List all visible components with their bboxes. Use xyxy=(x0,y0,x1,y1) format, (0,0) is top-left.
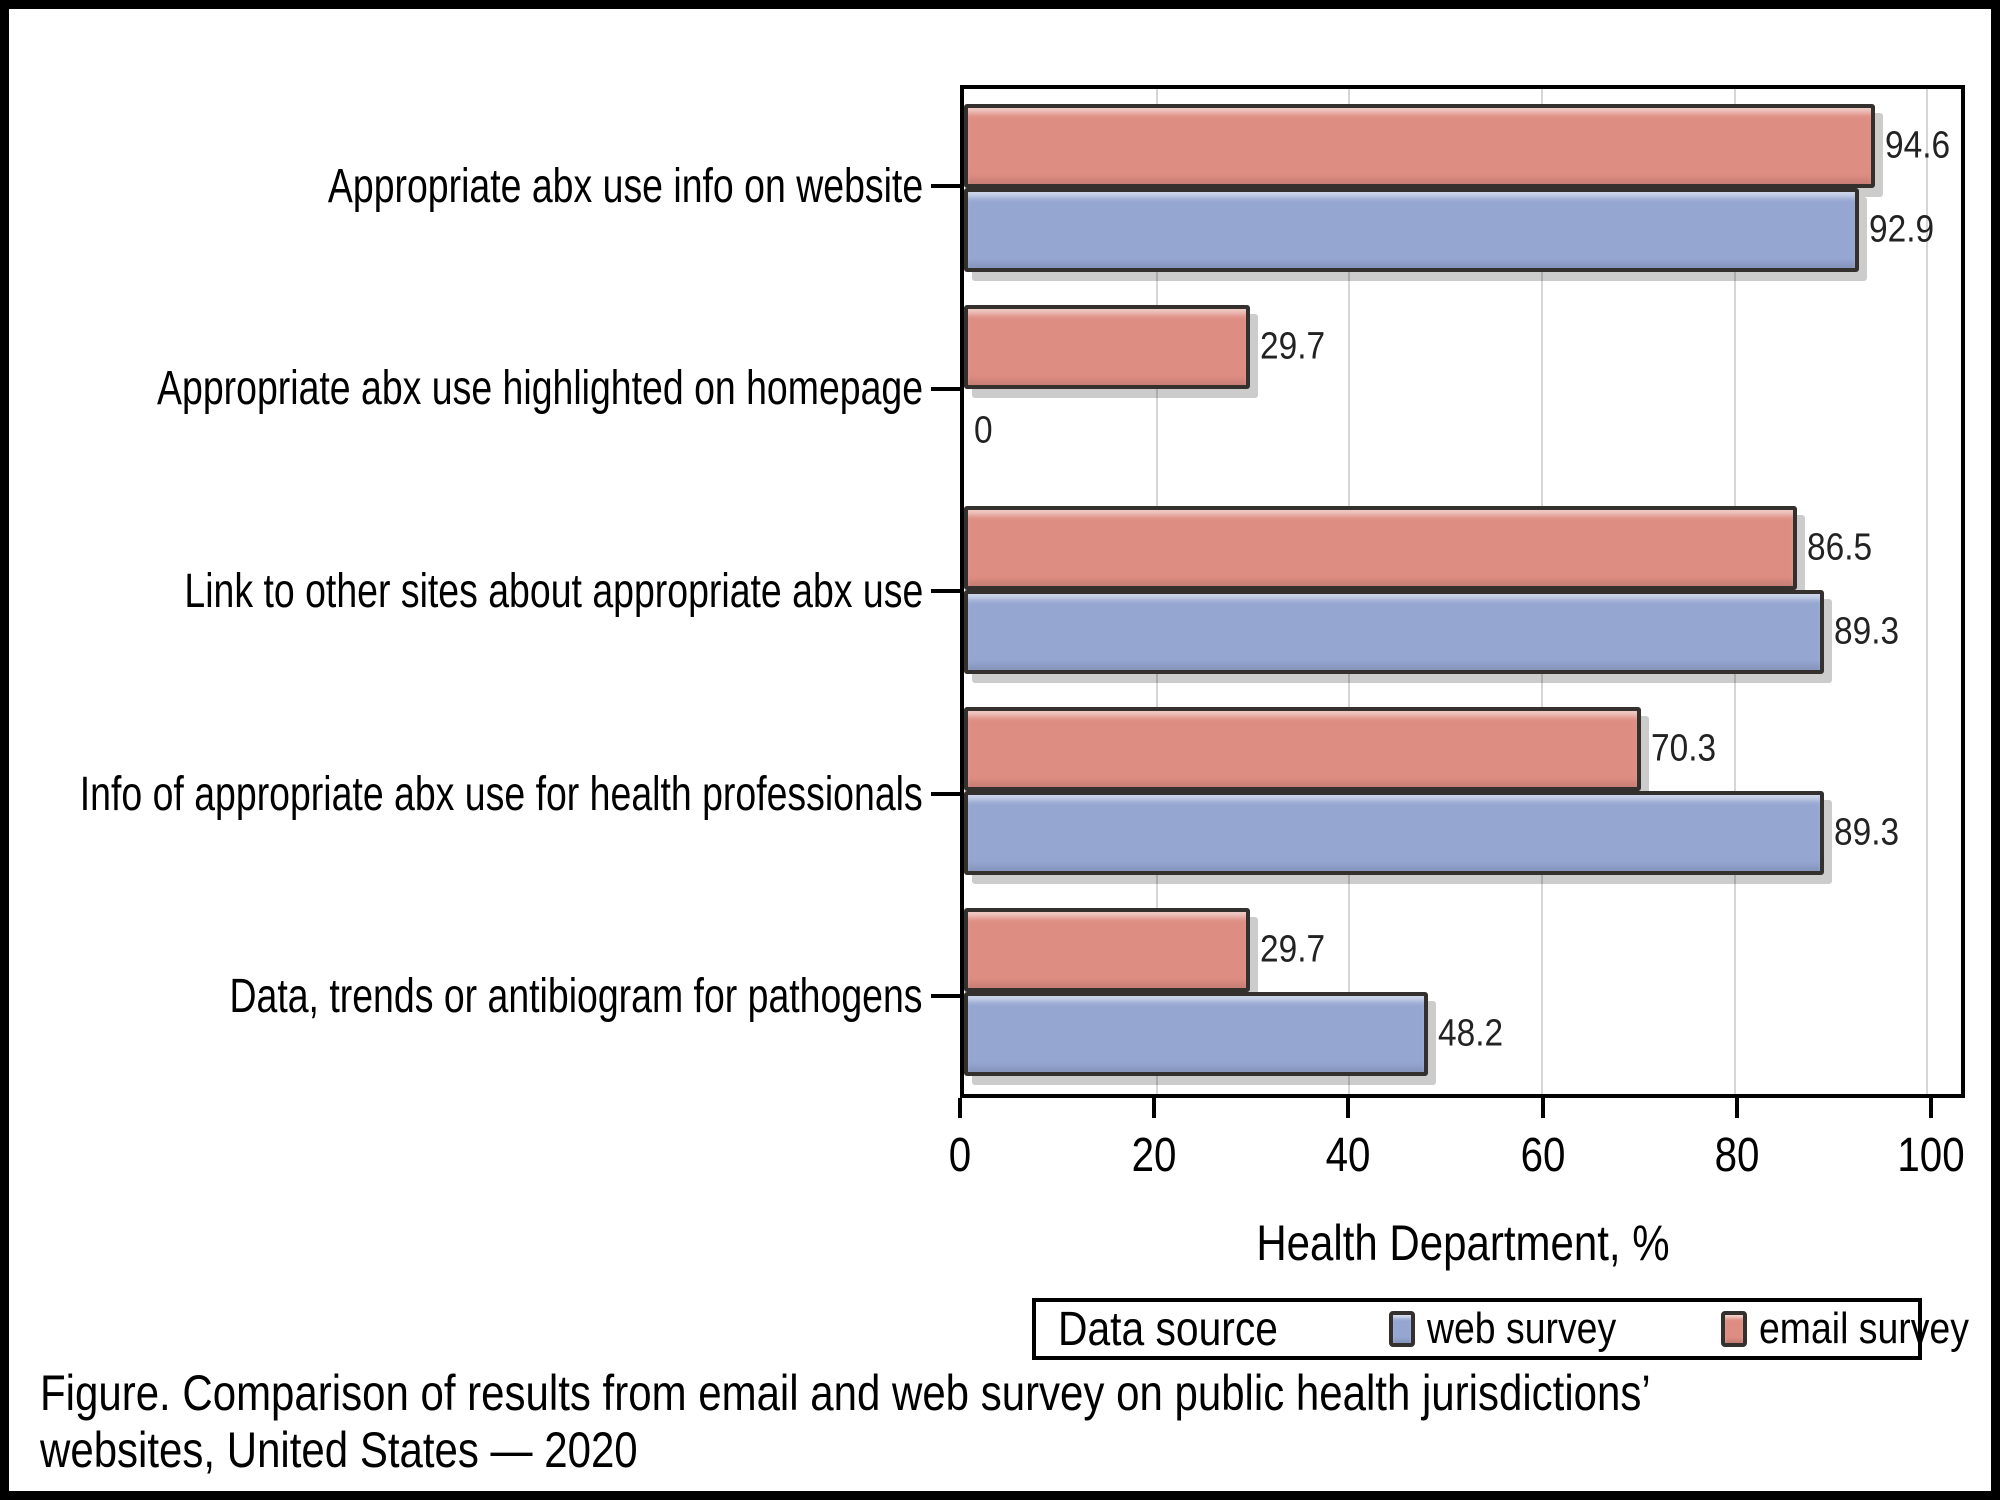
category-label: Link to other sites about appropriate ab… xyxy=(184,564,923,618)
x-tick-mark-40 xyxy=(1346,1098,1351,1118)
bar-value-label: 70.3 xyxy=(1651,727,1717,770)
bar-email-survey: 70.3 xyxy=(964,707,1716,791)
figure-caption: Figure. Comparison of results from email… xyxy=(40,1365,1960,1479)
y-tick-mark xyxy=(931,791,960,796)
legend-label-email-survey: email survey xyxy=(1759,1304,1970,1353)
y-axis-ticks xyxy=(931,85,960,1098)
category-label-row: Appropriate abx use info on website xyxy=(9,85,931,288)
gridline-100 xyxy=(1926,89,1929,1094)
bar-value-label-zero: 0 xyxy=(974,409,993,452)
bar-value-label: 48.2 xyxy=(1438,1012,1504,1055)
plot-area: 94.6 92.9 29.7 0 86.5 89.3 70.3 89.3 29.7 48.2 xyxy=(960,85,1965,1098)
bar-email-survey: 29.7 xyxy=(964,305,1325,389)
bar-email-survey: 86.5 xyxy=(964,506,1872,590)
bar-group-4: 70.3 89.3 xyxy=(964,692,1961,893)
bar-value-label: 89.3 xyxy=(1834,610,1900,653)
category-label-row: Link to other sites about appropriate ab… xyxy=(9,490,931,693)
bar-group-3: 86.5 89.3 xyxy=(964,491,1961,692)
category-label-row: Info of appropriate abx use for health p… xyxy=(9,693,931,896)
bar-web-survey: 92.9 xyxy=(964,188,1934,272)
bar-value-label: 29.7 xyxy=(1260,325,1326,368)
category-label: Info of appropriate abx use for health p… xyxy=(80,767,923,821)
figure-caption-line-1: Figure. Comparison of results from email… xyxy=(40,1365,1651,1421)
y-tick-mark xyxy=(931,994,960,999)
y-tick-mark xyxy=(931,184,960,188)
bar-value-label: 86.5 xyxy=(1807,526,1873,569)
x-tick-label-0: 0 xyxy=(948,1129,972,1182)
x-tick-label-100: 100 xyxy=(1897,1129,1965,1182)
x-tick-mark-60 xyxy=(1540,1098,1545,1118)
y-axis-labels: Appropriate abx use info on website Appro… xyxy=(9,85,931,1098)
x-tick-mark-0 xyxy=(958,1098,962,1118)
x-tick-label-40: 40 xyxy=(1325,1129,1371,1182)
y-tick-mark xyxy=(931,589,960,594)
category-label-row: Data, trends or antibiogram for pathogen… xyxy=(9,895,931,1098)
bar-value-label: 94.6 xyxy=(1885,124,1951,167)
bar-group-5: 29.7 48.2 xyxy=(964,893,1961,1094)
bar-value-label: 29.7 xyxy=(1260,928,1326,971)
legend-swatch-email-survey xyxy=(1721,1311,1748,1347)
x-tick-label-80: 80 xyxy=(1714,1129,1760,1182)
x-axis-title-text: Health Department, % xyxy=(1255,1215,1670,1271)
legend-swatch-web-survey xyxy=(1388,1311,1415,1347)
bar-group-2: 29.7 0 xyxy=(964,290,1961,491)
bar-web-survey: 89.3 xyxy=(964,791,1899,875)
x-tick-mark-80 xyxy=(1734,1098,1739,1118)
bar-email-survey: 29.7 xyxy=(964,908,1325,992)
bar-web-survey: 89.3 xyxy=(964,590,1899,674)
x-tick-mark-100 xyxy=(1929,1098,1933,1118)
category-label-row: Appropriate abx use highlighted on homep… xyxy=(9,288,931,491)
bar-value-label: 89.3 xyxy=(1834,811,1900,854)
bar-group-1: 94.6 92.9 xyxy=(964,89,1961,290)
bar-email-survey: 94.6 xyxy=(964,104,1950,188)
legend-label-web-survey: web survey xyxy=(1426,1304,1616,1353)
legend-item-web-survey: web survey xyxy=(1388,1304,1650,1354)
x-tick-mark-20 xyxy=(1152,1098,1157,1118)
x-axis: 0 20 40 60 80 100 xyxy=(949,1098,1965,1208)
bar-value-label: 92.9 xyxy=(1868,208,1934,251)
x-axis-title: Health Department, % xyxy=(960,1214,1965,1272)
category-label: Appropriate abx use highlighted on homep… xyxy=(156,362,923,416)
category-label: Data, trends or antibiogram for pathogen… xyxy=(229,970,923,1024)
x-tick-label-60: 60 xyxy=(1520,1129,1566,1182)
category-label: Appropriate abx use info on website xyxy=(327,159,923,213)
x-tick-label-20: 20 xyxy=(1131,1129,1177,1182)
legend-item-email-survey: email survey xyxy=(1721,1304,1991,1354)
legend-title: Data source xyxy=(1058,1302,1278,1356)
figure-caption-line-2: websites, United States — 2020 xyxy=(40,1422,638,1478)
legend: Data source web survey email survey xyxy=(1032,1298,1969,1360)
y-tick-mark xyxy=(931,386,960,391)
bar-web-survey: 48.2 xyxy=(964,992,1503,1076)
